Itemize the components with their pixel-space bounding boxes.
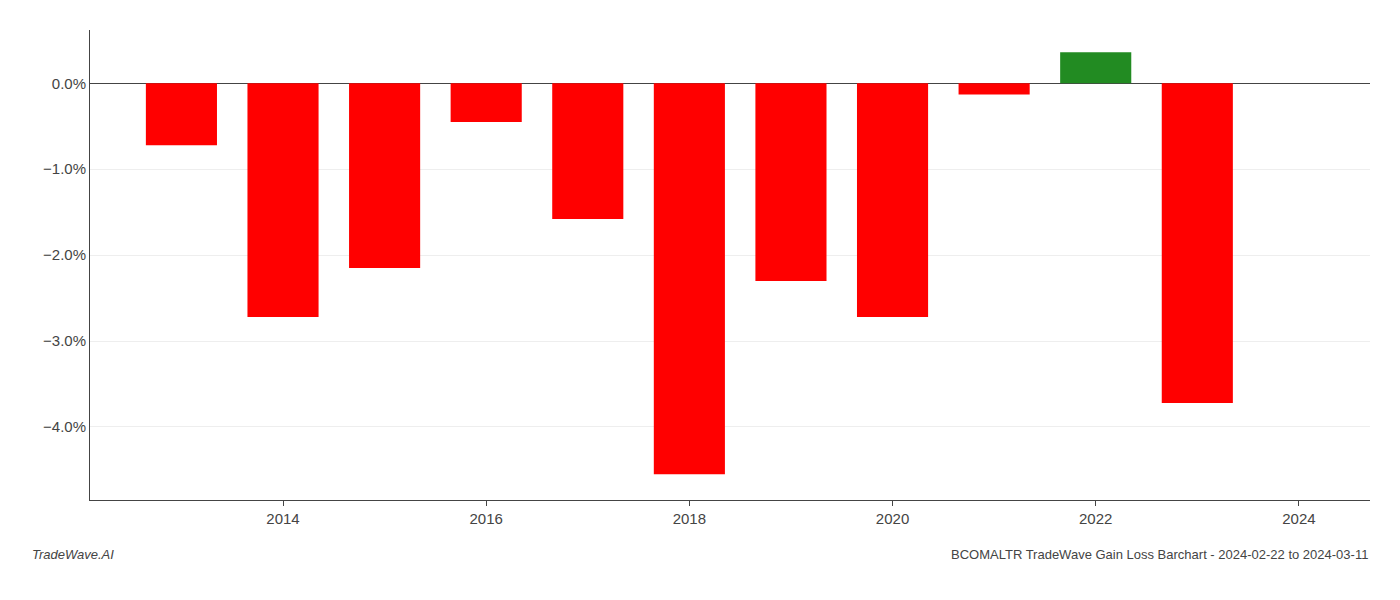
svg-text:2016: 2016 — [470, 510, 503, 527]
svg-text:2024: 2024 — [1282, 510, 1315, 527]
svg-text:TradeWave.AI: TradeWave.AI — [32, 547, 114, 562]
svg-text:−3.0%: −3.0% — [43, 332, 86, 349]
svg-text:−1.0%: −1.0% — [43, 160, 86, 177]
svg-text:−4.0%: −4.0% — [43, 418, 86, 435]
svg-text:0.0%: 0.0% — [52, 75, 86, 92]
svg-text:2020: 2020 — [876, 510, 909, 527]
svg-text:−2.0%: −2.0% — [43, 246, 86, 263]
svg-text:BCOMALTR TradeWave Gain Loss B: BCOMALTR TradeWave Gain Loss Barchart - … — [951, 547, 1368, 562]
svg-text:2018: 2018 — [673, 510, 706, 527]
svg-text:2014: 2014 — [266, 510, 299, 527]
svg-text:2022: 2022 — [1079, 510, 1112, 527]
